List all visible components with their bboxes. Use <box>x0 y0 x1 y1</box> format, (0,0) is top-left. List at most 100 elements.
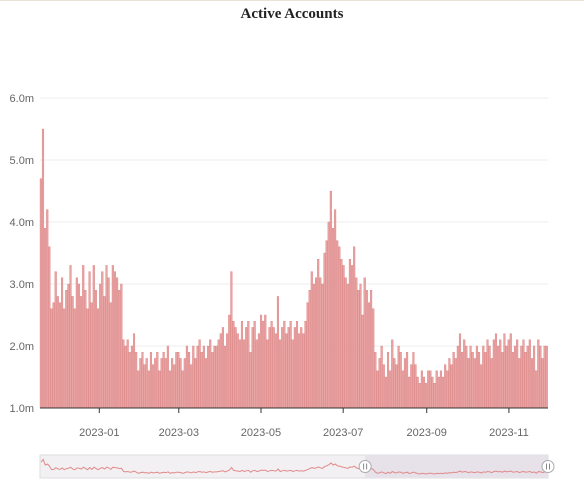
bar <box>399 352 402 409</box>
bar <box>209 339 212 409</box>
bar <box>143 364 146 409</box>
bar <box>135 352 138 409</box>
bar <box>113 271 117 409</box>
zoom-slider-end-handle[interactable] <box>541 460 555 473</box>
zoom-slider-selection[interactable] <box>365 455 548 478</box>
bar <box>327 221 330 409</box>
bar <box>435 370 438 409</box>
bar <box>363 277 366 409</box>
bar <box>331 228 335 409</box>
bar <box>465 345 468 409</box>
bar <box>118 290 121 409</box>
bar <box>511 352 514 409</box>
bar <box>230 271 233 409</box>
bar <box>173 364 176 409</box>
bar <box>228 314 231 409</box>
bar <box>475 345 478 409</box>
bar <box>543 345 546 409</box>
bar <box>393 358 396 409</box>
drag-handle-icon[interactable] <box>358 460 372 473</box>
bar <box>300 327 303 409</box>
bar <box>490 358 493 409</box>
bar <box>357 290 360 409</box>
bar <box>281 327 284 409</box>
bar <box>196 345 199 409</box>
bar <box>207 345 210 409</box>
bar <box>272 327 275 409</box>
bar <box>264 314 267 409</box>
bar <box>378 358 381 409</box>
bar <box>537 339 540 409</box>
bar <box>346 283 349 409</box>
bar <box>52 302 55 409</box>
bar <box>190 364 193 409</box>
bar <box>198 339 201 409</box>
bar <box>431 376 434 409</box>
bar <box>90 302 93 409</box>
bar <box>422 376 426 409</box>
bar <box>213 345 216 409</box>
bar <box>97 308 100 409</box>
bar <box>259 314 263 409</box>
bar <box>287 327 290 409</box>
bar <box>99 283 102 409</box>
bar <box>420 370 423 409</box>
bar <box>84 290 87 409</box>
bar <box>401 370 404 409</box>
bar <box>454 358 457 409</box>
bar <box>501 352 504 409</box>
bar <box>298 333 301 409</box>
bar <box>382 364 385 409</box>
bar <box>219 333 222 409</box>
bar <box>429 370 432 409</box>
bar <box>414 364 417 409</box>
bar <box>107 277 110 409</box>
bar <box>522 339 525 409</box>
bar <box>376 370 379 409</box>
chart-title: Active Accounts <box>240 6 344 22</box>
bar <box>221 327 224 409</box>
bar <box>391 339 394 409</box>
x-tick-label: 2023-11 <box>489 427 529 439</box>
bar <box>145 358 148 409</box>
bar <box>116 277 119 409</box>
bar <box>340 259 343 409</box>
bar <box>439 370 442 409</box>
bar <box>120 283 123 409</box>
drag-handle-icon[interactable] <box>541 460 555 473</box>
bar <box>463 339 466 409</box>
zoom-slider[interactable] <box>39 454 555 479</box>
bar <box>456 345 459 409</box>
bar <box>188 352 191 409</box>
y-tick-label: 1.0m <box>10 403 34 415</box>
bar <box>458 333 462 409</box>
bar <box>372 308 375 409</box>
bar <box>516 339 519 409</box>
bar <box>126 339 129 409</box>
bar <box>427 370 430 409</box>
bar <box>168 370 172 409</box>
bar <box>156 352 159 409</box>
zoom-slider-start-handle[interactable] <box>358 460 372 473</box>
bar <box>162 352 165 409</box>
bar <box>442 376 445 409</box>
bar <box>285 333 288 409</box>
bar <box>276 296 279 409</box>
bar <box>247 321 250 409</box>
bar <box>450 364 453 409</box>
bar <box>46 209 49 409</box>
bar <box>520 345 523 409</box>
bar <box>65 290 68 409</box>
bar <box>103 296 106 409</box>
bar <box>482 345 485 409</box>
x-axis-labels: 2023-01 2023-03 2023-05 2023-07 2023-09 2023-… <box>79 408 529 439</box>
x-tick-label: 2023-05 <box>241 427 281 439</box>
bar <box>238 339 241 409</box>
bar <box>183 358 186 409</box>
bar <box>211 352 214 409</box>
bar <box>122 339 125 409</box>
bar <box>109 302 112 409</box>
x-tick-label: 2023-07 <box>323 427 363 439</box>
bar <box>507 339 510 409</box>
bar <box>471 352 474 409</box>
